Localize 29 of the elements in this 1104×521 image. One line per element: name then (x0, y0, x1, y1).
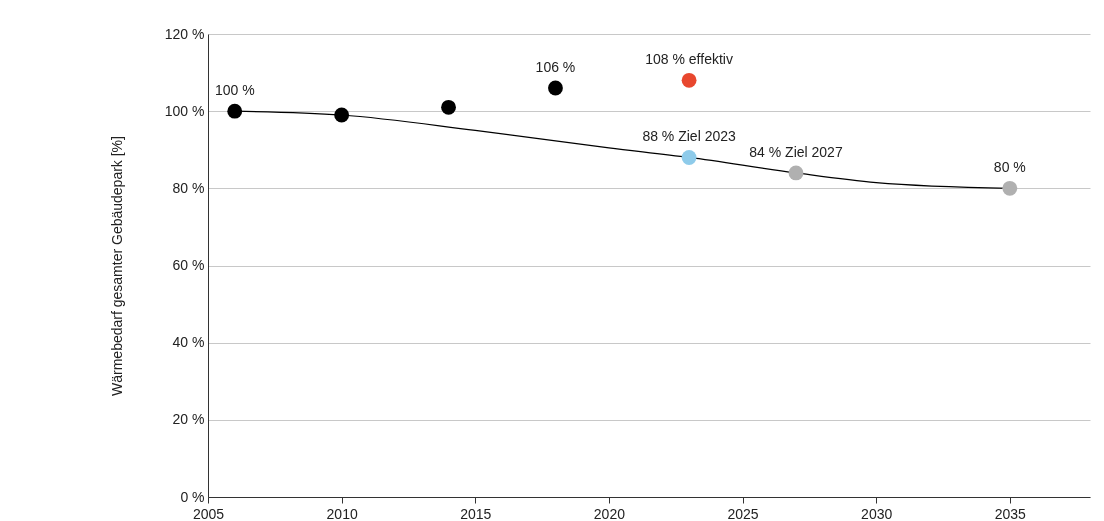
annotation: 88 % Ziel 2023 (642, 128, 736, 145)
x-tick-label: 2035 (994, 505, 1027, 521)
point (681, 72, 697, 88)
y-tick-label: 20 % (172, 411, 205, 428)
y-tick-label: 0 % (180, 488, 205, 505)
point (334, 107, 350, 123)
y-tick-label: 120 % (164, 25, 205, 42)
annotation: 106 % (535, 59, 576, 76)
point (227, 103, 243, 119)
point (548, 80, 563, 96)
annotation: 84 % Ziel 2027 (749, 143, 843, 160)
x-tick-label: 2020 (593, 505, 626, 521)
point (441, 99, 456, 115)
y-tick-label: 60 % (172, 257, 205, 273)
point (1002, 180, 1018, 196)
x-tick-label: 2005 (192, 505, 225, 521)
y-tick-label: 100 % (164, 102, 205, 119)
x-tick-label: 2015 (460, 505, 492, 521)
y-axis-title: Wärmebedarf gesamter Gebäudepark [%] (108, 136, 125, 396)
annotation: 100 % (214, 82, 255, 99)
y-tick-label: 40 % (172, 334, 205, 351)
point (788, 165, 804, 181)
x-tick-label: 2025 (727, 505, 759, 521)
x-tick-label: 2010 (326, 505, 358, 521)
annotation: 108 % effektiv (645, 51, 733, 68)
x-tick-label: 2030 (861, 505, 893, 521)
point (681, 150, 697, 165)
annotation: 80 % (993, 159, 1026, 176)
y-tick-label: 80 % (172, 179, 205, 196)
